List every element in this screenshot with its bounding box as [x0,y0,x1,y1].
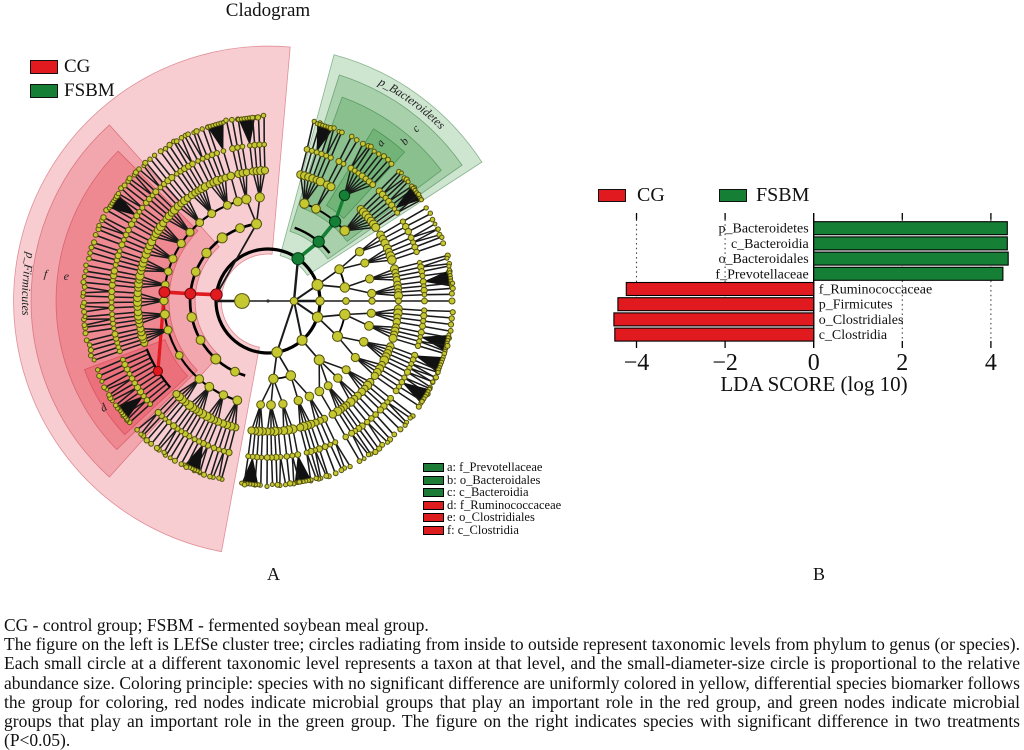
svg-text:p_Firmicutes: p_Firmicutes [819,298,893,313]
svg-text:e: e [63,271,69,283]
svg-text:f: f [43,268,49,280]
svg-text:c_Clostridia: c_Clostridia [819,328,888,343]
svg-text:o_Bacteroidales: o_Bacteroidales [719,252,809,267]
svg-text:p_Bacteroidetes: p_Bacteroidetes [719,222,809,237]
svg-text:f_Prevotellaceae: f_Prevotellaceae [715,267,808,282]
svg-text:a: a [374,137,387,149]
svg-text:c_Bacteroidia: c_Bacteroidia [731,237,810,252]
svg-text:o_Clostridiales: o_Clostridiales [819,313,904,328]
svg-text:d: d [98,401,110,414]
svg-text:f_Ruminococcaceae: f_Ruminococcaceae [819,283,933,298]
svg-text:c: c [410,123,422,135]
